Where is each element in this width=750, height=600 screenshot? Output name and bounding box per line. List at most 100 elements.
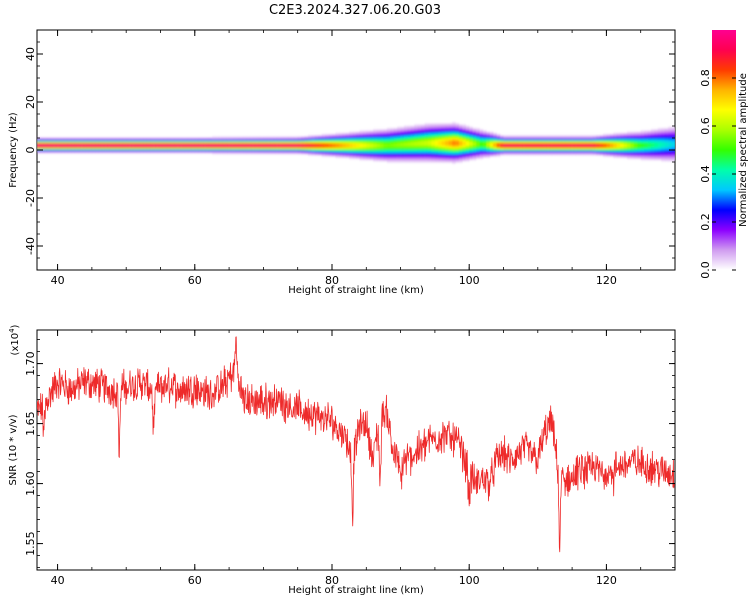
spectrogram-cell [599,139,604,141]
spectrogram-cell [482,134,487,136]
spectrogram-cell [431,145,436,147]
spectrogram-cell [191,140,196,142]
spectrogram-cell [537,146,542,148]
spectrogram-cell [325,154,329,157]
spectrogram-cell [359,136,364,139]
spectrogram-cell [503,148,508,151]
spectrogram-cell [448,157,453,159]
spectrogram-cell [242,150,247,152]
spectrogram-cell [362,154,367,157]
spectrogram-cell [342,153,347,156]
spectrogram-cell [198,148,202,151]
spectrogram-cell [664,132,669,134]
spectrogram-cell [647,144,652,146]
spectrogram-cell [119,145,124,147]
spectrogram-cell [561,145,566,147]
spectrogram-cell [410,152,415,154]
spectrogram-x-tick-labels: 40 60 80 100 120 [51,274,617,287]
spectrogram-cell [407,159,412,162]
spectrogram-cell [410,156,415,158]
spectrogram-cell [476,141,480,144]
spectrogram-cell [174,151,178,153]
spectrogram-cell [428,152,432,154]
spectrogram-cell [644,147,648,150]
spectrogram-cell [421,127,425,129]
spectrogram-cell [410,160,415,163]
spectrogram-cell [661,145,666,147]
spectrogram-cell [527,145,532,147]
spectrogram-cell [647,145,652,147]
spectrogram-cell [359,151,364,153]
spectrogram-cell [431,150,436,152]
spectrogram-cell [410,133,415,135]
spectrogram-cell [496,154,501,157]
spectrogram-cell [47,150,52,152]
spectrogram-cell [455,154,460,157]
spectrogram-cell [201,142,206,145]
spectrogram-cell [88,151,93,153]
spectrogram-cell [400,151,405,153]
spectrogram-cell [115,138,120,140]
spectrogram-cell [311,144,316,146]
spectrogram-cell [239,152,244,154]
spectrogram-cell [328,152,333,154]
spectrogram-cell [472,151,477,153]
spectrogram-cell [242,151,247,153]
spectrogram-cell [369,138,374,140]
spectrogram-cell [95,145,100,147]
spectrogram-cell [462,134,467,136]
spectrogram-cell [352,134,357,136]
spectrogram-cell [400,135,405,138]
spectrogram-cell [259,147,264,150]
spectrogram-cell [578,135,583,138]
spectrogram-cell [136,141,141,144]
spectrogram-cell [345,134,350,136]
spectrogram-cell [421,135,425,138]
spectrogram-cell [91,147,96,150]
spectrogram-cell [331,134,336,136]
spectrogram-cell [328,140,333,142]
spectrogram-cell [256,136,261,139]
spectrogram-cell [331,147,336,150]
spectrogram-cell [582,146,587,148]
spectrogram-cell [194,151,199,153]
spectrogram-cell [609,148,614,151]
spectrogram-cell [578,148,583,151]
spectrogram-cell [194,142,199,145]
snr-y-tick-labels: 1.701.651.601.55 [24,351,37,555]
colorbar-tick-label: 0.2 [699,213,712,231]
spectrogram-cell [184,139,189,141]
spectrogram-cell [417,134,422,136]
spectrogram-cell [400,141,405,144]
spectrogram-cell [369,144,374,146]
spectrogram-cell [424,153,429,156]
spectrogram-cell [445,132,449,134]
spectrogram-cell [445,139,449,141]
spectrogram-cell [602,142,607,145]
spectrogram-cell [476,156,480,158]
spectrogram-cell [373,153,377,156]
spectrogram-cell [184,147,189,150]
spectrogram-cell [428,159,432,162]
spectrogram-cell [626,134,631,136]
spectrogram-cell [304,147,309,150]
spectrogram-cell [301,142,305,145]
spectrogram-cell [174,147,178,150]
spectrogram-cell [537,139,542,141]
spectrogram-cell [74,145,79,147]
spectrogram-cell [506,144,511,146]
spectrogram-cell [541,138,545,140]
spectrogram-x-tick-label: 40 [51,274,65,287]
spectrogram-cell [404,158,408,160]
spectrogram-cell [486,151,491,153]
spectrogram-cell [644,136,648,139]
spectrogram-cell [376,133,381,135]
spectrogram-cell [102,150,106,152]
spectrogram-cell [448,151,453,153]
spectrogram-cell [318,140,322,142]
spectrogram-cell [373,142,377,145]
spectrogram-cell [64,138,69,140]
spectrogram-cell [342,144,347,146]
spectrogram-cell [458,136,463,139]
spectrogram-cell [54,147,58,150]
